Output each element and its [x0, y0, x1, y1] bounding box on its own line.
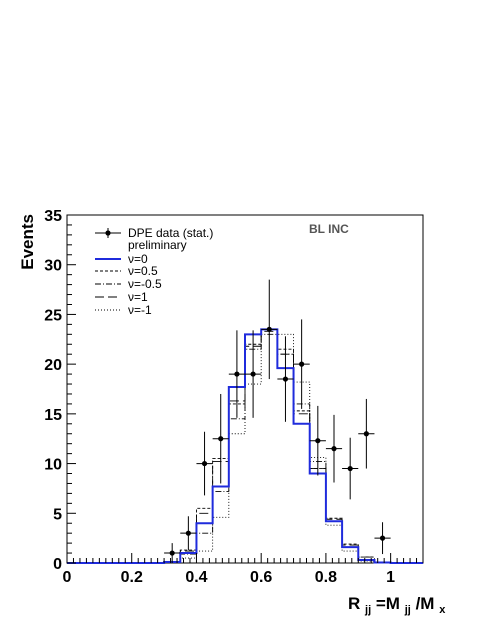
- data-point-marker: [347, 465, 353, 472]
- histogram-series-0: [67, 328, 423, 564]
- data-point-marker: [379, 535, 386, 541]
- x-axis-title-mx: /M: [416, 594, 435, 613]
- data-point-7: [277, 336, 294, 422]
- x-axis-title-sub-x: x: [439, 604, 446, 616]
- data-point-marker: [315, 438, 321, 444]
- x-tick-label: 1: [386, 569, 395, 586]
- data-point-1: [180, 516, 197, 551]
- y-axis-title: Events: [18, 214, 37, 270]
- legend-entry-nu0p5: ν=0.5: [128, 264, 158, 278]
- data-point-5: [245, 330, 262, 418]
- y-tick-label: 5: [53, 506, 62, 523]
- x-axis-title-sub-jj: jj: [364, 604, 371, 616]
- x-tick-label: 0.4: [185, 569, 207, 586]
- data-point-12: [358, 398, 375, 469]
- annotation-bl-inc: BL INC: [309, 222, 349, 236]
- data-point-marker: [250, 371, 256, 377]
- legend-entry-nu1: ν=1: [128, 290, 148, 304]
- data-point-marker: [266, 326, 272, 332]
- data-point-3: [212, 393, 229, 484]
- legend: DPE data (stat.) preliminary ν=0 ν=0.5 ν…: [95, 226, 213, 317]
- data-points: [164, 279, 391, 563]
- x-tick-label: 0.6: [250, 569, 272, 586]
- data-point-8: [293, 319, 310, 409]
- y-tick-label: 15: [44, 407, 62, 424]
- y-tick-label: 25: [44, 307, 62, 324]
- legend-entry-nu0: ν=0: [128, 252, 148, 266]
- data-point-marker: [331, 446, 337, 452]
- legend-entry-data: DPE data (stat.): [128, 226, 213, 240]
- y-tick-label: 0: [53, 556, 62, 573]
- legend-data-marker: [105, 230, 111, 236]
- data-point-marker: [299, 361, 305, 367]
- x-tick-label: 0: [63, 569, 72, 586]
- data-point-marker: [169, 550, 175, 556]
- y-tick-label: 35: [44, 208, 62, 225]
- data-point-marker: [234, 371, 240, 377]
- data-point-marker: [185, 530, 191, 536]
- data-point-4: [228, 330, 245, 418]
- legend-entry-nu-m1: ν=-1: [128, 303, 152, 317]
- x-tick-label: 0.8: [315, 569, 337, 586]
- legend-entry-preliminary: preliminary: [128, 238, 187, 252]
- legend-entry-nu-m0p5: ν=-0.5: [128, 277, 162, 291]
- data-point-marker: [282, 376, 289, 382]
- x-axis-title: R jj =M jj /M x: [348, 594, 446, 617]
- y-tick-label: 30: [44, 258, 62, 275]
- data-point-9: [309, 405, 326, 476]
- data-point-marker: [218, 436, 224, 442]
- plot-frame: [66, 214, 424, 564]
- x-axis-title-sub-jj2: jj: [404, 604, 411, 616]
- data-point-10: [325, 414, 343, 483]
- data-point-marker: [363, 431, 369, 437]
- x-axis-title-r: R: [348, 594, 360, 613]
- data-point-11: [342, 437, 359, 500]
- x-tick-label: 0.2: [121, 569, 143, 586]
- x-axis-title-mjj: =M: [376, 594, 400, 613]
- data-point-13: [374, 522, 391, 555]
- data-point-2: [196, 431, 213, 496]
- plot-border: [66, 214, 424, 564]
- data-point-6: [261, 279, 278, 380]
- data-point-0: [164, 543, 181, 563]
- data-point-marker: [201, 460, 208, 467]
- y-tick-label: 10: [44, 457, 62, 474]
- y-tick-label: 20: [44, 357, 62, 374]
